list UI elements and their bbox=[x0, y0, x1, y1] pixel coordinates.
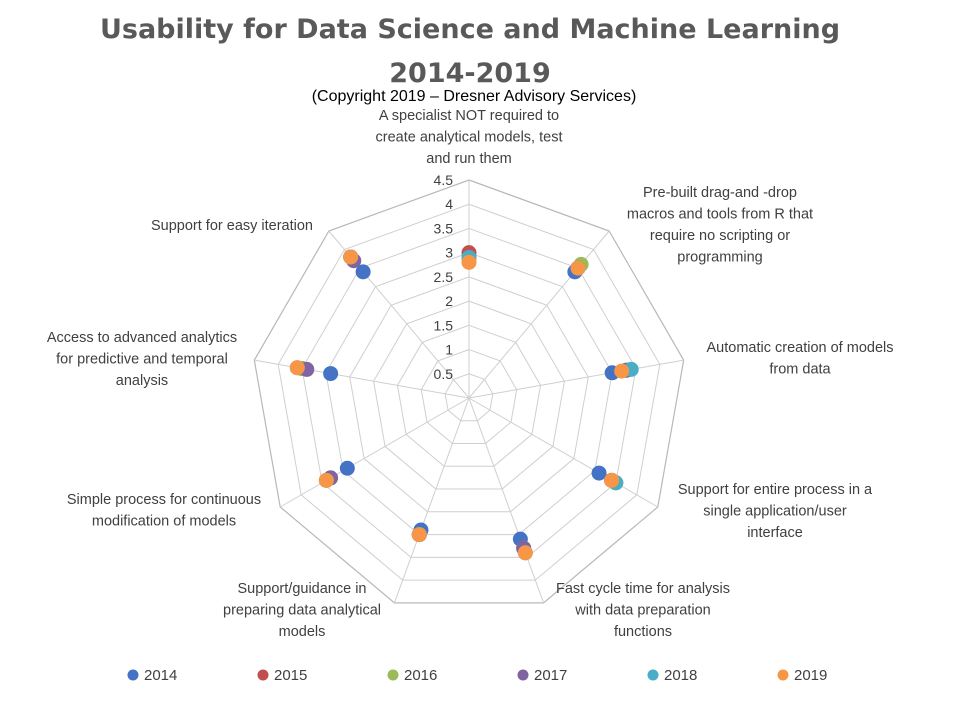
category-label-line: interface bbox=[747, 525, 803, 541]
spoke-1 bbox=[468, 230, 610, 399]
category-label-8: Support for easy iteration bbox=[151, 218, 313, 234]
data-point-2014-6 bbox=[339, 460, 355, 476]
tick-label: 2 bbox=[445, 293, 453, 309]
legend-marker-2019 bbox=[777, 669, 789, 681]
legend-label-2018: 2018 bbox=[664, 667, 697, 684]
tick-label: 3 bbox=[445, 245, 453, 261]
data-point-2019-0 bbox=[461, 254, 477, 270]
category-label-line: Support for entire process in a bbox=[678, 482, 873, 498]
category-label-line: programming bbox=[677, 250, 762, 266]
category-label-0: A specialist NOT required to create analy… bbox=[376, 108, 563, 167]
category-label-7: Access to advanced analytics for predicti… bbox=[47, 330, 237, 389]
tick-label: 4 bbox=[445, 196, 453, 212]
category-label-line: Fast cycle time for analysis bbox=[556, 581, 730, 597]
category-label-line: with data preparation bbox=[574, 603, 710, 619]
data-point-2019-3 bbox=[604, 472, 620, 488]
category-label-5: Support/guidance in preparing data analyt… bbox=[223, 581, 381, 640]
category-label-4: Fast cycle time for analysis with data pr… bbox=[556, 581, 730, 640]
grid-ring-2.5 bbox=[349, 276, 589, 513]
legend-marker-2017 bbox=[517, 669, 529, 681]
spoke-5 bbox=[393, 397, 470, 604]
legend-label-2019: 2019 bbox=[794, 667, 827, 684]
tick-label: 1.5 bbox=[434, 317, 454, 333]
category-label-line: Support/guidance in bbox=[238, 581, 367, 597]
category-label-line: functions bbox=[614, 624, 672, 640]
radial-tick-labels: 0.5 1 1.5 2 2.5 3 3.5 4 4.5 bbox=[434, 172, 454, 382]
category-label-line: modification of models bbox=[92, 514, 236, 530]
legend-label-2017: 2017 bbox=[534, 667, 567, 684]
legend: 2014 2015 2016 2017 2018 2019 bbox=[127, 667, 827, 684]
tick-label: 1 bbox=[445, 342, 453, 358]
category-label-line: for predictive and temporal bbox=[56, 352, 228, 368]
legend-label-2014: 2014 bbox=[144, 667, 177, 684]
legend-marker-2014 bbox=[127, 669, 139, 681]
grid-ring-2 bbox=[373, 300, 565, 490]
category-label-1: Pre-built drag-and -drop macros and tools… bbox=[627, 185, 813, 266]
spoke-2 bbox=[468, 359, 684, 399]
data-point-2019-8 bbox=[343, 249, 359, 265]
grid-ring-1 bbox=[420, 349, 518, 445]
data-point-2019-6 bbox=[318, 472, 334, 488]
data-point-2014-8 bbox=[355, 264, 371, 280]
data-point-2014-3 bbox=[591, 465, 607, 481]
spoke-3 bbox=[468, 397, 659, 508]
chart-subtitle: (Copyright 2019 – Dresner Advisory Servi… bbox=[312, 88, 637, 105]
grid-ring-0.5 bbox=[444, 373, 494, 422]
radar-grid bbox=[253, 179, 685, 604]
category-label-line: require no scripting or bbox=[650, 228, 790, 244]
category-label-3: Support for entire process in a single ap… bbox=[678, 482, 873, 541]
tick-label: 3.5 bbox=[434, 220, 454, 236]
category-label-2: Automatic creation of models from data bbox=[707, 340, 894, 378]
data-point-2014-7 bbox=[323, 366, 339, 382]
category-labels: A specialist NOT required to create analy… bbox=[47, 108, 894, 640]
category-label-line: single application/user bbox=[703, 504, 847, 520]
tick-label: 2.5 bbox=[434, 269, 454, 285]
category-label-line: Access to advanced analytics bbox=[47, 330, 237, 346]
tick-label: 4.5 bbox=[434, 172, 454, 188]
legend-label-2016: 2016 bbox=[404, 667, 437, 684]
data-point-2019-1 bbox=[570, 260, 586, 276]
category-label-6: Simple process for continuous modificatio… bbox=[67, 492, 261, 530]
category-label-line: preparing data analytical bbox=[223, 603, 381, 619]
category-label-line: from data bbox=[769, 362, 831, 378]
grid-ring-4.5 bbox=[253, 179, 685, 604]
category-label-line: analysis bbox=[116, 373, 168, 389]
data-point-2019-4 bbox=[517, 545, 533, 561]
grid-ring-1.5 bbox=[396, 324, 542, 467]
category-label-line: Simple process for continuous bbox=[67, 492, 261, 508]
category-label-line: and run them bbox=[426, 151, 511, 167]
spoke-4 bbox=[468, 397, 545, 604]
data-point-2019-7 bbox=[289, 360, 305, 376]
chart-title-line1: Usability for Data Science and Machine L… bbox=[100, 14, 840, 45]
data-point-2019-5 bbox=[411, 527, 427, 543]
grid-ring-3.5 bbox=[301, 227, 637, 558]
data-points bbox=[289, 245, 639, 561]
legend-marker-2018 bbox=[647, 669, 659, 681]
legend-marker-2015 bbox=[257, 669, 269, 681]
grid-ring-4 bbox=[277, 203, 661, 581]
data-point-2019-2 bbox=[614, 363, 630, 379]
chart-title-line2: 2014-2019 bbox=[389, 58, 551, 89]
category-label-line: create analytical models, test bbox=[376, 130, 563, 146]
legend-marker-2016 bbox=[387, 669, 399, 681]
legend-label-2015: 2015 bbox=[274, 667, 307, 684]
category-label-line: macros and tools from R that bbox=[627, 207, 813, 223]
category-label-line: Pre-built drag-and -drop bbox=[643, 185, 797, 201]
grid-ring-3 bbox=[325, 252, 613, 536]
spoke-6 bbox=[279, 397, 470, 508]
tick-label: 0.5 bbox=[434, 366, 454, 382]
category-label-line: models bbox=[279, 624, 326, 640]
category-label-line: Automatic creation of models bbox=[707, 340, 894, 356]
category-label-line: Support for easy iteration bbox=[151, 218, 313, 234]
category-label-line: A specialist NOT required to bbox=[379, 108, 559, 124]
